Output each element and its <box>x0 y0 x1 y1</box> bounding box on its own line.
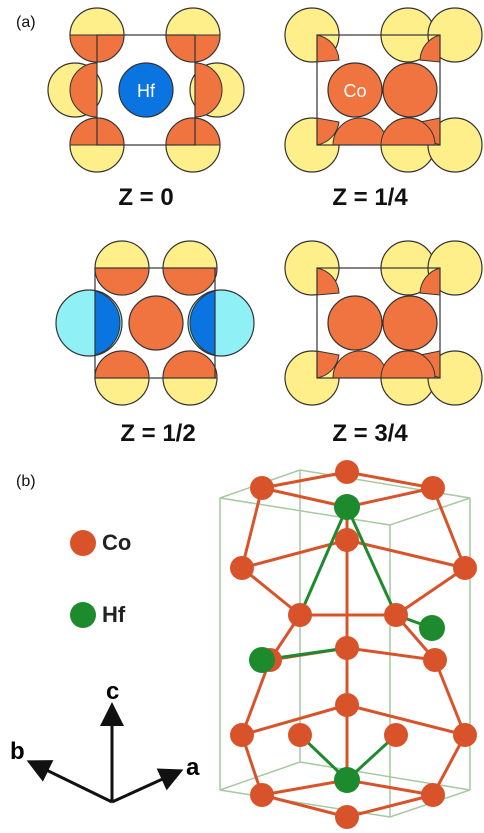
z-label: Z = 1/2 <box>120 420 196 447</box>
axis-b-label: b <box>10 738 25 765</box>
layer-z1-2 <box>55 240 255 406</box>
panel-a-label: (a) <box>16 14 36 31</box>
co-atom-center <box>327 62 383 118</box>
axis-c-label: c <box>106 678 120 705</box>
hf-legend-dot <box>70 602 96 628</box>
layer-z0 <box>47 7 245 173</box>
co-half <box>165 34 221 63</box>
legend-co-label: Co <box>102 530 132 555</box>
co-legend-dot <box>70 530 96 556</box>
layer-z3-4 <box>284 240 483 406</box>
co-half <box>69 62 98 118</box>
unit-cell <box>96 34 196 146</box>
legend-hf-label: Hf <box>102 602 126 627</box>
co-half <box>194 62 223 118</box>
legend-co: Co <box>70 530 131 556</box>
z-label: Z = 0 <box>118 184 174 211</box>
co-half <box>165 117 221 146</box>
z-label: Z = 1/4 <box>332 184 408 211</box>
legend-hf: Hf <box>70 602 125 628</box>
layer-z1-4 <box>284 7 483 173</box>
layer-diagrams: Hf Co <box>47 7 483 406</box>
panel-b-label: (b) <box>16 473 36 490</box>
z-label: Z = 3/4 <box>332 420 408 447</box>
co-label: Co <box>343 81 366 101</box>
hf-label: Hf <box>137 81 156 101</box>
axis-a-label: a <box>186 754 200 781</box>
hf-atom-center <box>118 62 174 118</box>
